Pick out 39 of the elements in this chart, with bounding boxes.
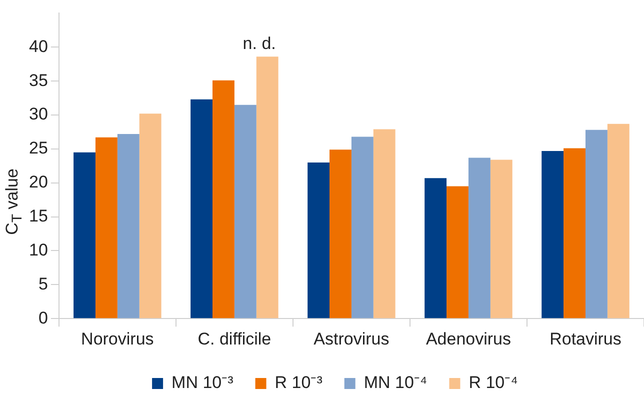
y-tick-label: 35 <box>28 70 48 90</box>
legend-label: R 10⁻⁴ <box>468 373 518 392</box>
x-tick-label: Norovirus <box>81 329 154 348</box>
bar <box>446 186 468 318</box>
bar <box>308 162 330 318</box>
annotation: n. d. <box>242 34 276 53</box>
bar <box>212 80 234 318</box>
bar <box>256 56 278 318</box>
bar <box>373 129 396 318</box>
bar <box>330 150 352 318</box>
bar <box>564 148 586 318</box>
bar <box>234 104 256 318</box>
legend-label: R 10⁻³ <box>274 373 323 392</box>
y-tick-label: 30 <box>28 104 48 124</box>
y-tick-label: 5 <box>38 274 48 294</box>
y-tick-label: 20 <box>28 172 48 192</box>
bar <box>117 134 140 318</box>
bar <box>95 137 118 318</box>
y-tick-label: 0 <box>38 308 48 328</box>
bar <box>139 114 162 318</box>
x-tick-label: Adenovirus <box>426 329 512 348</box>
x-tick-label: Rotavirus <box>550 329 622 348</box>
bar <box>424 178 447 318</box>
bar <box>351 136 374 318</box>
bar <box>74 152 96 318</box>
bar <box>468 158 490 318</box>
bar <box>607 124 630 318</box>
y-tick-label: 40 <box>28 36 48 56</box>
legend-label: MN 10⁻³ <box>172 373 234 392</box>
legend-label: MN 10⁻⁴ <box>364 373 428 392</box>
bar <box>585 130 608 318</box>
y-tick-label: 25 <box>28 138 48 158</box>
bar <box>542 150 564 318</box>
y-tick-label: 10 <box>28 240 48 260</box>
x-tick-label: C. difficile <box>198 329 272 348</box>
bar <box>490 160 512 318</box>
y-tick-label: 15 <box>28 206 48 226</box>
bar <box>190 99 212 318</box>
x-tick-label: Astrovirus <box>314 329 390 348</box>
